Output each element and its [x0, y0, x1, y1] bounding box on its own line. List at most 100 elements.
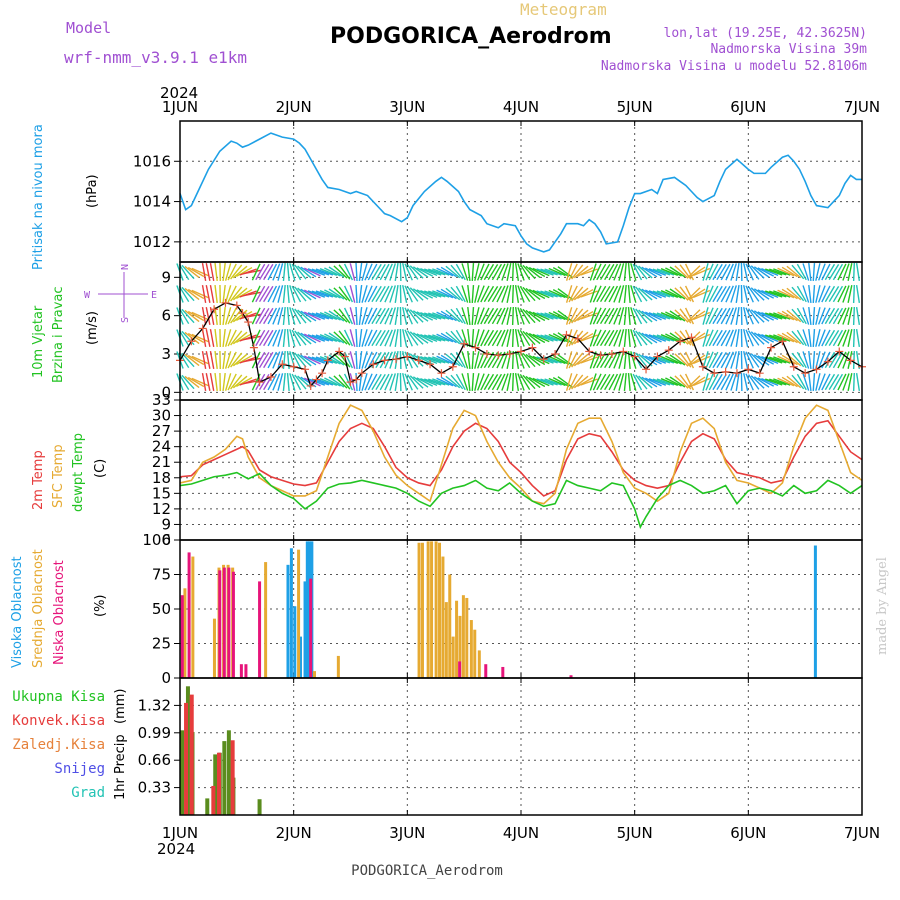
wind-barb: [815, 285, 821, 303]
wind-barb: [656, 312, 675, 320]
wind-barb: [402, 307, 408, 325]
wind-barb: [786, 287, 802, 301]
wind-barb: [592, 263, 602, 281]
wind-barb: [589, 263, 597, 281]
wind-speed-marker: [835, 347, 844, 356]
y-tick-label: 50: [152, 600, 171, 618]
wind-barb: [796, 285, 807, 303]
wind-barb: [674, 331, 689, 345]
wind-barb: [491, 307, 503, 325]
low_cloud-bar: [458, 661, 462, 678]
wind-barb: [708, 329, 719, 347]
wind-barb: [289, 329, 296, 347]
wind-barb: [705, 263, 714, 281]
wind-speed-marker: [426, 360, 435, 369]
wind-barb: [753, 288, 770, 300]
wind-barb: [580, 334, 598, 342]
wind-barb: [532, 289, 550, 299]
wind-barb: [277, 351, 284, 369]
wind-barb: [402, 373, 408, 391]
wind-barb: [753, 376, 770, 388]
wind-barb: [427, 290, 446, 298]
wind-speed-marker: [539, 355, 548, 364]
wind-barb: [239, 378, 257, 386]
wind-barb: [450, 286, 464, 302]
wind-barb: [855, 328, 861, 348]
wind-barb: [684, 263, 695, 281]
wind-barb: [375, 307, 386, 325]
wind-barb: [641, 376, 658, 388]
wind-barb: [277, 263, 284, 281]
wind-barb: [258, 263, 270, 281]
wind-barb: [568, 351, 578, 369]
wind-barb: [632, 329, 643, 347]
wind-barb: [364, 285, 373, 303]
wind-barb: [725, 285, 734, 303]
wind-barb: [847, 285, 853, 303]
mid_cloud-bar: [417, 542, 421, 678]
wind-barb: [307, 268, 326, 276]
wind-barb: [371, 263, 382, 281]
wind-barb: [552, 377, 570, 387]
wind-barb: [311, 312, 330, 320]
wind-barb: [684, 307, 695, 325]
wind-barb: [716, 263, 727, 281]
wind-barb: [230, 308, 243, 324]
wind-barb: [745, 351, 754, 369]
wind-barb: [371, 329, 382, 347]
wind-barb: [852, 306, 856, 326]
wind-barb: [487, 307, 499, 325]
wind-barb: [501, 307, 509, 325]
wind-barb: [568, 307, 578, 325]
wind-barb: [557, 266, 573, 278]
wind-barb: [483, 307, 495, 325]
mid_cloud-bar: [451, 636, 455, 678]
wind-barb: [404, 329, 413, 347]
wind-barb: [777, 267, 795, 277]
wind-barb: [514, 262, 520, 282]
wind-barb: [181, 286, 195, 302]
wind-barb: [528, 266, 546, 278]
wind-barb: [181, 352, 195, 368]
wind-barb: [491, 329, 503, 347]
wind-barb: [476, 285, 485, 303]
wind-barb: [181, 330, 195, 346]
wind-barb: [191, 333, 209, 343]
wind-barb: [467, 306, 471, 326]
wind-barb: [432, 378, 450, 386]
wind-barb: [777, 311, 795, 321]
wind-barb: [747, 308, 760, 324]
wind-barb: [540, 378, 558, 386]
wind-barb: [552, 267, 570, 277]
wind-barb: [747, 352, 760, 368]
wind-barb: [592, 329, 602, 347]
wind-barb: [496, 373, 506, 391]
wind-speed-marker: [391, 355, 400, 364]
wind-barb: [773, 334, 791, 342]
y-tick-label: 1014: [133, 193, 171, 211]
mid_cloud-bar: [441, 556, 445, 678]
wind-barb: [406, 374, 419, 390]
wind-barb: [532, 267, 550, 277]
wind-barb: [635, 264, 648, 280]
wind-barb: [409, 331, 424, 345]
wind-barb: [511, 372, 515, 392]
wind-barb: [184, 353, 200, 367]
model-name: wrf-nmm_v3.9.1 e1km: [64, 48, 247, 67]
wind-barb: [480, 263, 490, 281]
wind-barb: [394, 372, 399, 392]
low_cloud-bar: [218, 570, 222, 678]
wind-barb: [420, 289, 438, 299]
wind-barb: [802, 373, 810, 391]
wind-barb: [315, 334, 334, 342]
wind-barb: [540, 268, 558, 276]
wind-barb: [461, 285, 469, 303]
wind-barb: [735, 262, 740, 282]
wind-barb: [630, 307, 637, 325]
wind-barb: [239, 334, 257, 342]
wind-barb: [773, 268, 791, 276]
wind-barb: [528, 376, 546, 388]
wind-barb: [686, 331, 701, 345]
wind-barb: [725, 263, 734, 281]
mid_cloud-bar: [312, 671, 316, 678]
